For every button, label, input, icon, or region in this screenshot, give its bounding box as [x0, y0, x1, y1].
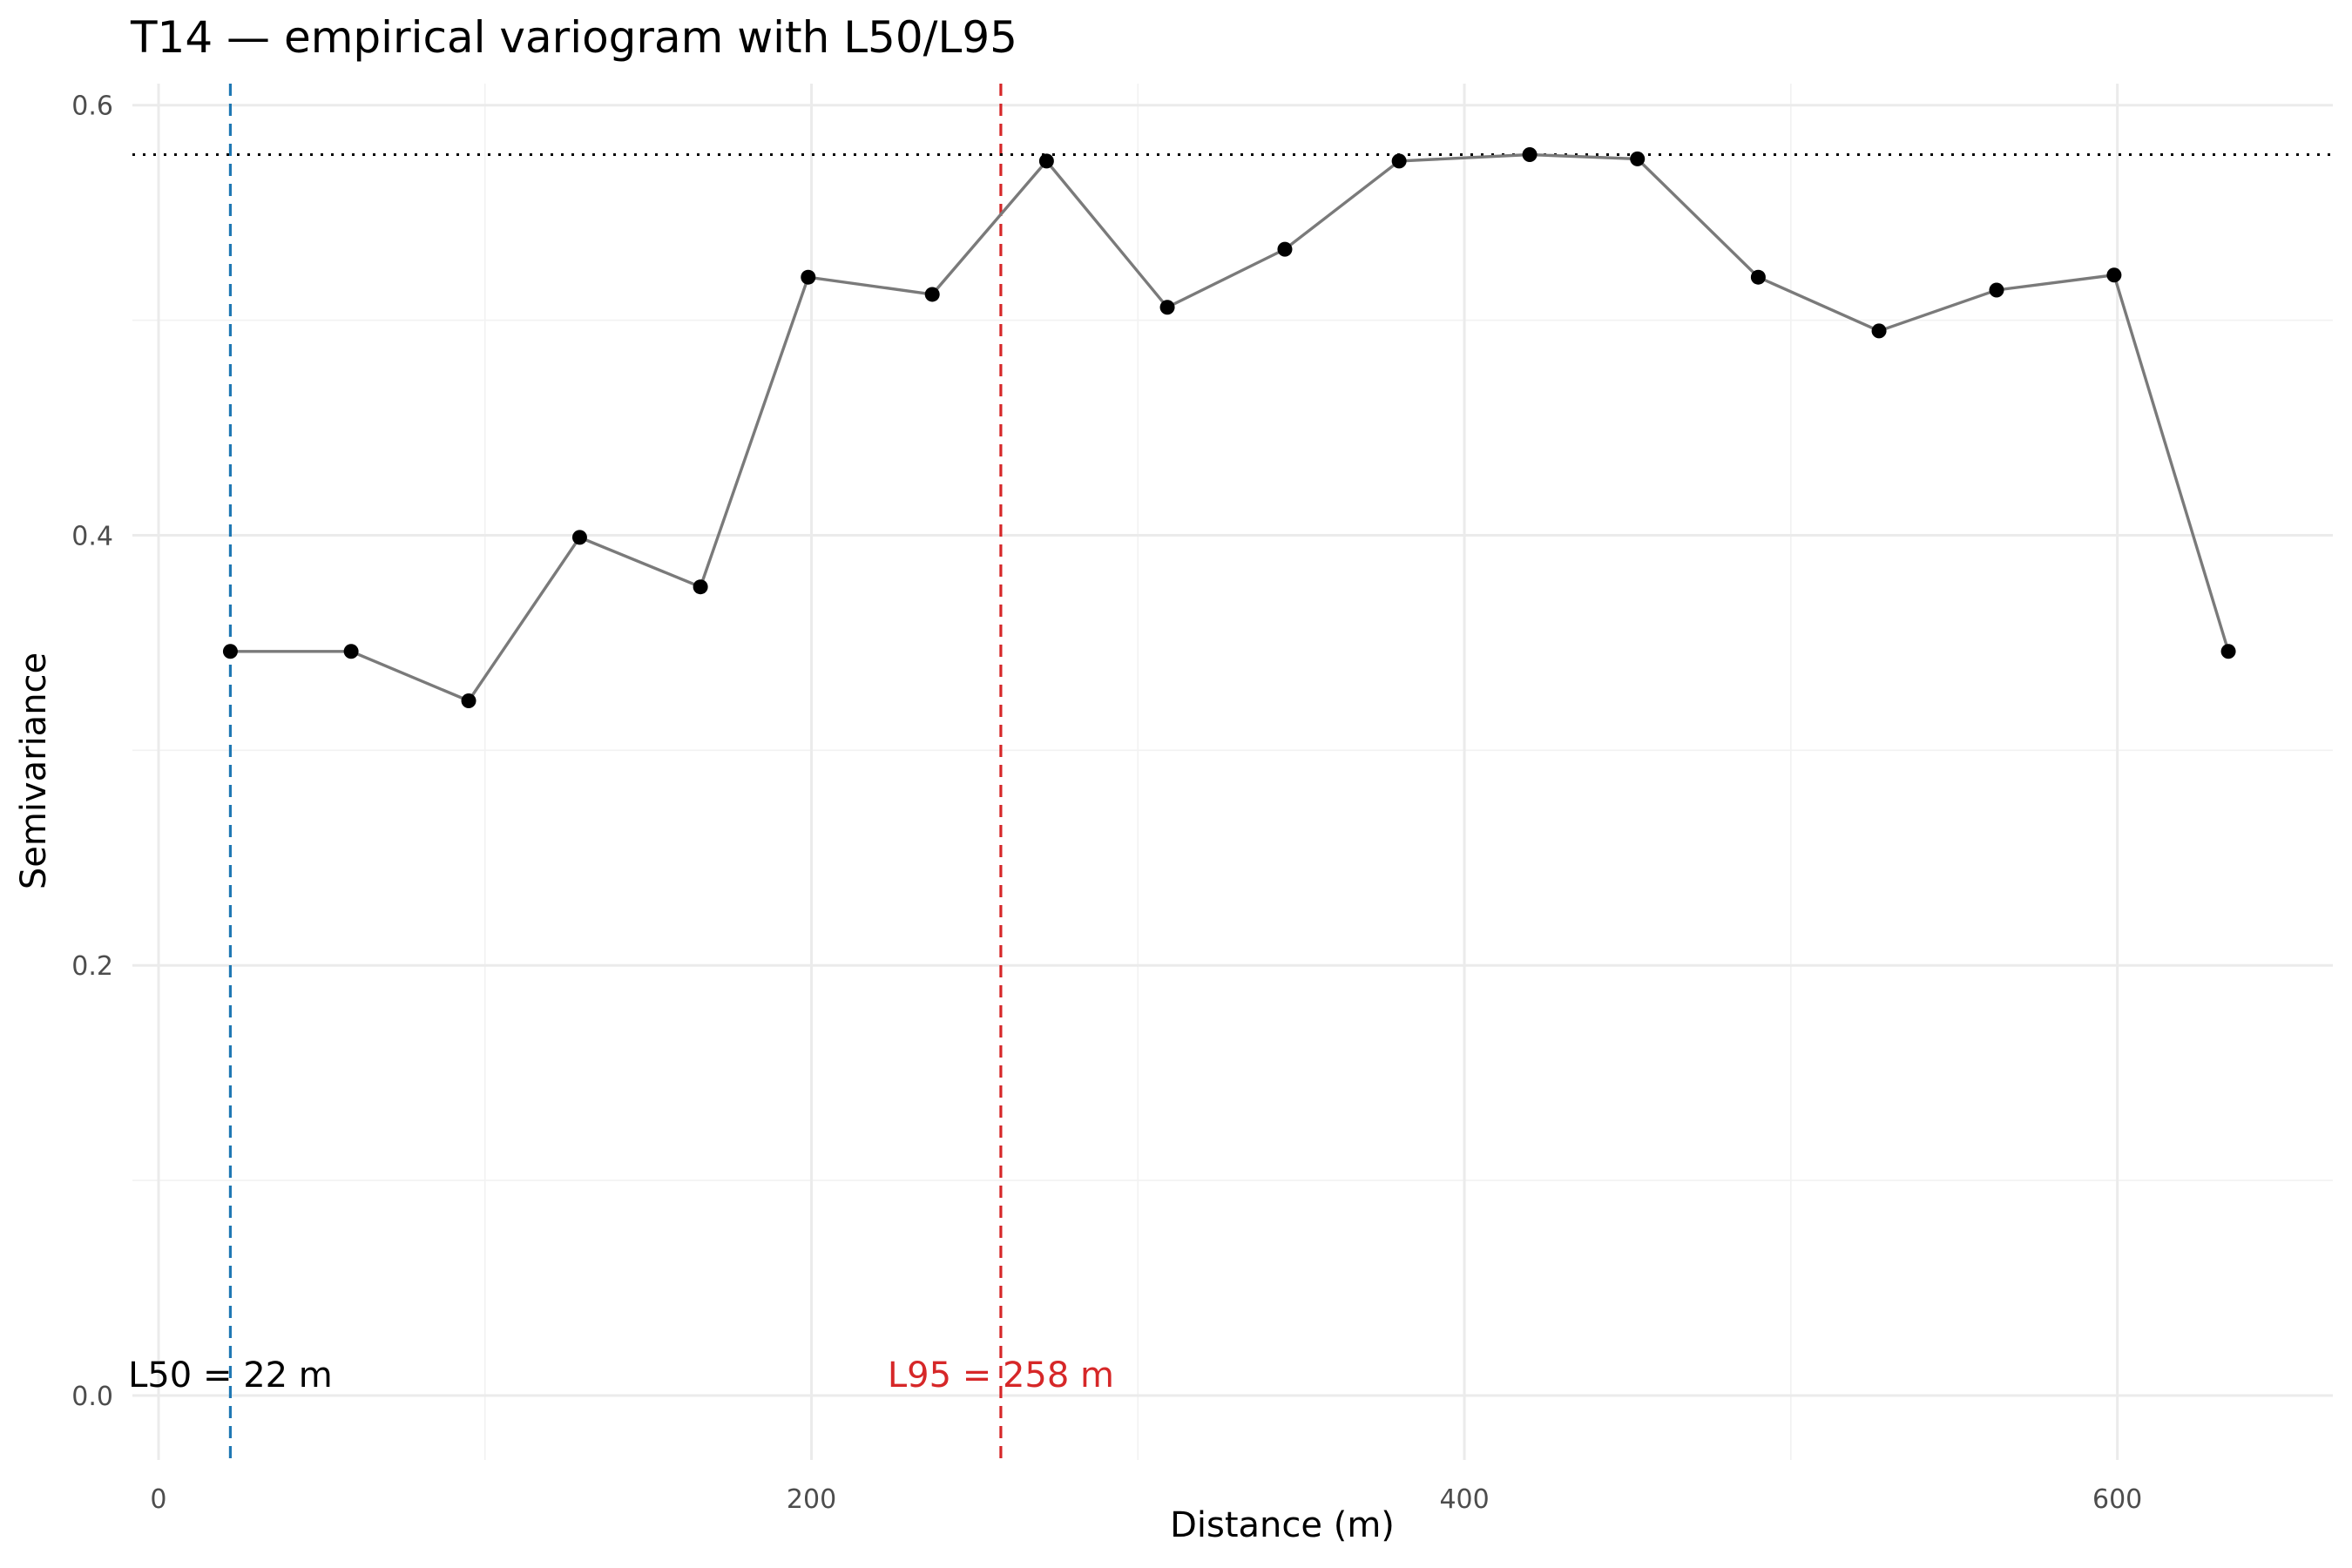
y-tick-label: 0.4 [71, 521, 113, 551]
data-point [1750, 269, 1766, 285]
data-point [1038, 153, 1054, 169]
data-point [1989, 282, 2004, 298]
data-point [343, 644, 359, 659]
data-point [571, 530, 587, 545]
data-point [1871, 323, 1887, 339]
annotation-label: L95 = 258 m [888, 1355, 1114, 1396]
data-point [2106, 267, 2122, 283]
data-point [1277, 241, 1293, 257]
data-point [222, 644, 238, 659]
data-point [693, 579, 708, 595]
series-line [230, 152, 2230, 703]
data-point [1522, 146, 1538, 162]
x-tick-labels: 0 200 400 600 [150, 1484, 2142, 1515]
y-tick-label: 0.0 [71, 1382, 113, 1412]
data-point [801, 269, 816, 285]
data-point [924, 287, 940, 302]
annotations: L50 = 22 m L95 = 258 m [128, 1355, 1114, 1396]
grid-major [132, 84, 2333, 1460]
y-tick-label: 0.2 [71, 951, 113, 982]
y-tick-label: 0.6 [71, 91, 113, 122]
x-tick-label: 0 [150, 1484, 166, 1515]
data-point [2220, 644, 2236, 659]
y-axis-title: Semivariance [14, 652, 54, 889]
annotation-label: L50 = 22 m [128, 1355, 333, 1396]
data-points [222, 146, 2236, 709]
data-point [1159, 300, 1175, 315]
x-tick-label: 600 [2092, 1484, 2142, 1515]
reference-lines [132, 84, 2333, 1460]
y-tick-labels: 0.0 0.2 0.4 0.6 [71, 91, 113, 1412]
data-point [1630, 151, 1646, 166]
data-point [461, 693, 476, 709]
data-point [1391, 153, 1407, 169]
grid-minor [132, 84, 2333, 1460]
chart-title: T14 — empirical variogram with L50/L95 [130, 12, 1017, 63]
x-tick-label: 400 [1439, 1484, 1489, 1515]
x-axis-title: Distance (m) [1170, 1505, 1395, 1545]
x-tick-label: 200 [787, 1484, 836, 1515]
